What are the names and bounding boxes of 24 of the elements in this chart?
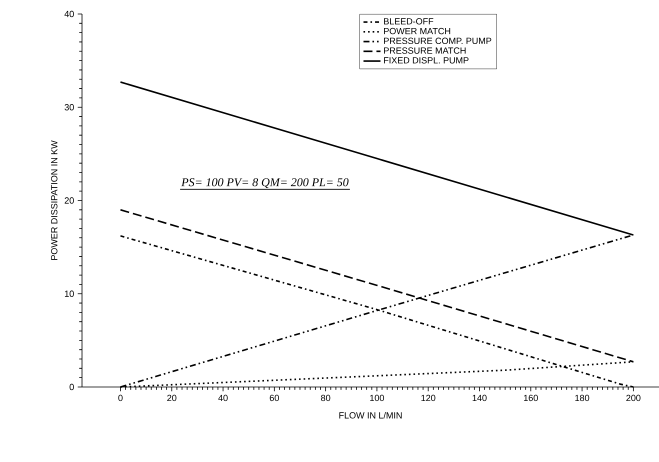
annotation: PS= 100 PV= 8 QM= 200 PL= 50 bbox=[181, 178, 349, 188]
x-tick-label: 80 bbox=[321, 394, 330, 402]
x-tick-label: 200 bbox=[626, 394, 640, 402]
x-tick-label: 100 bbox=[370, 394, 384, 402]
x-tick-label: 180 bbox=[575, 394, 590, 402]
x-tick-label: 20 bbox=[167, 394, 176, 402]
x-tick-label: 0 bbox=[118, 394, 123, 402]
y-tick-label: 40 bbox=[64, 10, 74, 18]
legend-label: BLEED-OFF bbox=[384, 18, 434, 25]
x-tick-label: 40 bbox=[218, 394, 228, 402]
x-tick-label: 160 bbox=[524, 394, 538, 402]
x-tick-label: 60 bbox=[270, 394, 279, 402]
y-tick-label: 0 bbox=[70, 384, 74, 390]
x-axis-title: FLOW IN L/MIN bbox=[339, 412, 402, 419]
x-tick-label: 120 bbox=[421, 394, 436, 402]
legend-label: PRESSURE COMP. PUMP bbox=[384, 38, 492, 44]
legend-label: POWER MATCH bbox=[384, 28, 450, 34]
x-tick-label: 140 bbox=[472, 394, 487, 402]
legend-label: PRESSURE MATCH bbox=[384, 47, 466, 54]
legend-label: FIXED DISPL. PUMP bbox=[384, 57, 469, 64]
y-tick-label: 30 bbox=[64, 104, 74, 110]
y-tick-label: 20 bbox=[64, 197, 74, 204]
y-tick-label: 10 bbox=[64, 290, 74, 297]
y-axis-title: POWER DISSIPATION IN KW bbox=[51, 140, 58, 260]
